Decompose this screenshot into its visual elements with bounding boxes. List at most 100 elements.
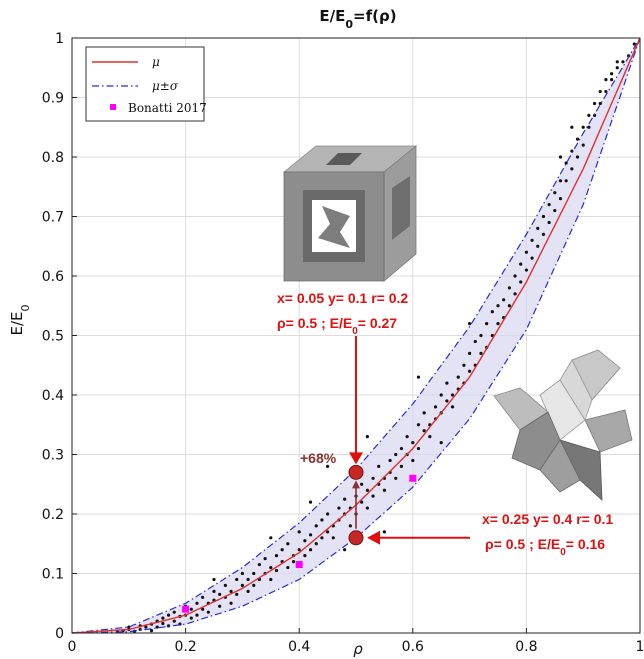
x-tick-label: 0.2 [174, 639, 196, 655]
data-point [558, 179, 563, 183]
data-point [615, 60, 619, 64]
data-point [252, 571, 256, 576]
chart-title: E/E0=f(ρ) [319, 7, 396, 31]
data-point [201, 607, 205, 611]
data-point [308, 500, 313, 504]
data-point [223, 583, 227, 588]
data-point [360, 500, 364, 504]
data-point [468, 351, 472, 355]
x-tick-label: 0.4 [288, 639, 310, 655]
data-point [172, 610, 176, 614]
data-point [524, 250, 529, 254]
y-tick-label: 0.7 [42, 210, 64, 226]
data-point [326, 530, 330, 534]
data-point [166, 613, 171, 617]
data-point [519, 262, 523, 266]
data-point [610, 72, 614, 76]
y-tick-label: 1 [55, 31, 64, 47]
data-point [502, 298, 506, 302]
y-tick-label: 0.8 [42, 150, 64, 166]
data-point [189, 607, 193, 611]
bonatti-markers [182, 474, 417, 613]
data-point [229, 601, 233, 605]
data-point [587, 125, 591, 129]
data-point [490, 333, 494, 338]
data-point [337, 506, 341, 510]
data-point [570, 167, 574, 171]
y-axis-label: E/E0 [8, 304, 32, 335]
y-tick-label: 0.4 [42, 388, 64, 404]
annotation-arrows [348, 336, 470, 546]
data-point [428, 435, 432, 439]
data-point [326, 464, 330, 468]
data-point [269, 536, 273, 540]
y-tick-label: 0 [55, 626, 64, 642]
data-point [212, 589, 216, 593]
data-point [189, 616, 193, 620]
data-point [490, 310, 494, 314]
bonatti-marker [295, 561, 303, 569]
data-point [382, 530, 386, 534]
data-point [274, 568, 279, 573]
data-point [377, 464, 381, 468]
data-point [365, 435, 369, 439]
legend: μ μ±σ Bonatti 2017 [85, 46, 207, 122]
data-point [246, 577, 250, 582]
data-point [320, 536, 324, 540]
data-point [462, 363, 466, 367]
data-point [513, 292, 517, 296]
data-point [547, 220, 551, 225]
legend-sigma-label: μ±σ [152, 79, 179, 93]
data-point [496, 322, 500, 326]
data-point [553, 208, 557, 213]
data-point [343, 548, 347, 552]
data-point [553, 191, 557, 195]
data-point [240, 571, 244, 576]
legend-box [85, 46, 205, 122]
upper-highlight-point [348, 464, 364, 480]
data-point [365, 506, 369, 510]
data-point [524, 268, 529, 272]
data-point [507, 286, 511, 290]
data-point [416, 375, 421, 379]
data-point [399, 464, 404, 468]
data-point [212, 577, 216, 582]
star-unit-cell-image [493, 349, 633, 501]
data-point [320, 518, 324, 522]
data-point [547, 203, 551, 207]
data-point [581, 143, 585, 147]
data-point [229, 589, 233, 593]
data-point [564, 179, 568, 183]
data-point [530, 256, 534, 260]
data-point [604, 89, 608, 94]
data-point [388, 458, 392, 463]
data-point [382, 488, 386, 492]
data-point [598, 101, 602, 106]
lower-annotation-line1: x= 0.25 y= 0.4 r= 0.1 [482, 511, 613, 527]
x-tick-label: 0 [68, 639, 77, 655]
data-point [473, 339, 477, 344]
data-point [360, 482, 364, 486]
data-point [587, 113, 591, 117]
data-point [422, 411, 426, 415]
data-point [348, 524, 352, 528]
data-point [479, 351, 483, 355]
data-point [280, 548, 284, 552]
data-point [308, 548, 313, 552]
data-point [610, 78, 614, 82]
data-point [274, 554, 279, 558]
y-tick-label: 0.6 [42, 269, 64, 285]
data-point [314, 542, 318, 546]
data-point [257, 562, 262, 567]
data-point [286, 565, 290, 570]
lower-arrow-head [367, 530, 380, 545]
data-point [468, 322, 472, 326]
data-point [201, 595, 205, 599]
y-tick-labels: 0 0.1 0.2 0.3 0.4 0.5 0.6 0.7 0.8 0.9 1 [42, 31, 64, 642]
data-point [314, 524, 318, 528]
data-point [371, 476, 375, 480]
y-tick-label: 0.2 [42, 507, 64, 523]
lower-highlight-point [348, 530, 364, 546]
data-point [303, 554, 307, 558]
data-point [286, 542, 290, 546]
